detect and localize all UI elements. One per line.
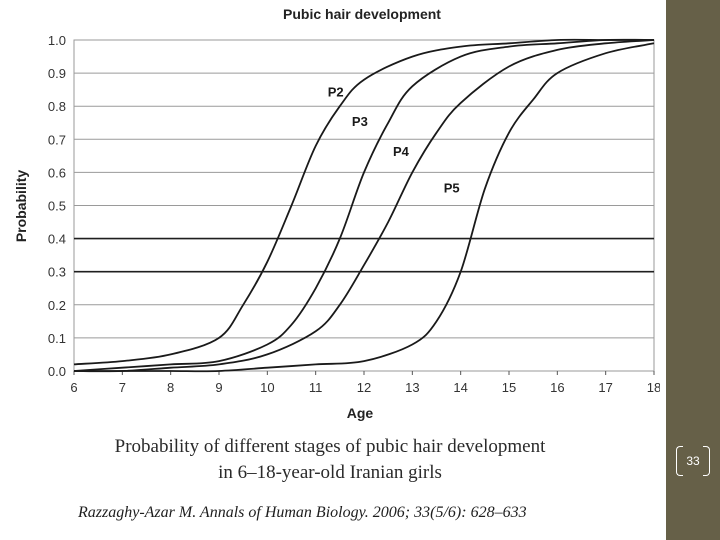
y-tick-labels: 0.0 0.1 0.2 0.3 0.4 0.5 0.6 0.7 0.8 0.9 1.0 [48,33,66,379]
bracket-right-icon [703,446,710,476]
bracket-left-icon [676,446,683,476]
x-tick-label: 6 [70,380,77,395]
x-axis-label: Age [347,405,374,421]
x-tick-label: 10 [260,380,274,395]
x-tick-label: 14 [453,380,467,395]
y-tick-label: 0.5 [48,199,66,214]
x-tick-label: 11 [309,380,323,395]
series-label-p4: P4 [393,144,410,159]
y-tick-label: 0.2 [48,298,66,313]
series-line-p4 [73,39,655,373]
series-line-p2 [73,38,654,366]
series-label-p5: P5 [444,180,460,195]
x-tick-label: 7 [119,380,126,395]
x-tick-labels: 6 7 8 9 10 11 12 13 14 15 16 17 18 [70,380,660,395]
y-tick-label: 0.6 [48,165,66,180]
y-tick-label: 0.8 [48,99,66,114]
series-labels: P2 P3 P4 P5 [328,84,460,195]
figure-caption: Probability of different stages of pubic… [40,434,620,486]
y-axis-label: Probability [13,170,29,243]
grid-lines [73,39,655,375]
x-tick-label: 13 [405,380,419,395]
x-tick-label: 17 [598,380,612,395]
x-tick-label: 12 [357,380,371,395]
y-tick-label: 0.0 [48,364,66,379]
slide-number: 33 [686,454,700,468]
series-line-p3 [73,38,655,372]
caption-line-2: in 6–18-year-old Iranian girls [218,462,442,483]
series-line-p5 [73,42,655,373]
slide-number-badge: 33 [673,446,713,476]
x-tick-label: 15 [502,380,516,395]
y-tick-label: 0.4 [48,232,66,247]
chart-title: Pubic hair development [283,6,441,22]
x-tick-label: 8 [167,380,174,395]
y-tick-label: 1.0 [48,33,66,48]
y-tick-label: 0.1 [48,331,66,346]
series-label-p2: P2 [328,84,344,99]
caption-line-1: Probability of different stages of pubic… [114,436,546,457]
citation: Razzaghy-Azar M. Annals of Human Biology… [78,504,527,521]
y-tick-label: 0.3 [48,265,66,280]
series-label-p3: P3 [352,114,368,129]
x-tick-label: 18 [647,380,660,395]
x-tick-label: 16 [550,380,564,395]
x-tick-label: 9 [215,380,222,395]
y-tick-label: 0.9 [48,66,66,81]
series-lines [73,38,655,373]
y-tick-label: 0.7 [48,132,66,147]
chart: Pubic hair development 0.00.10.20.30.40.… [13,6,660,421]
side-bar [666,0,720,540]
